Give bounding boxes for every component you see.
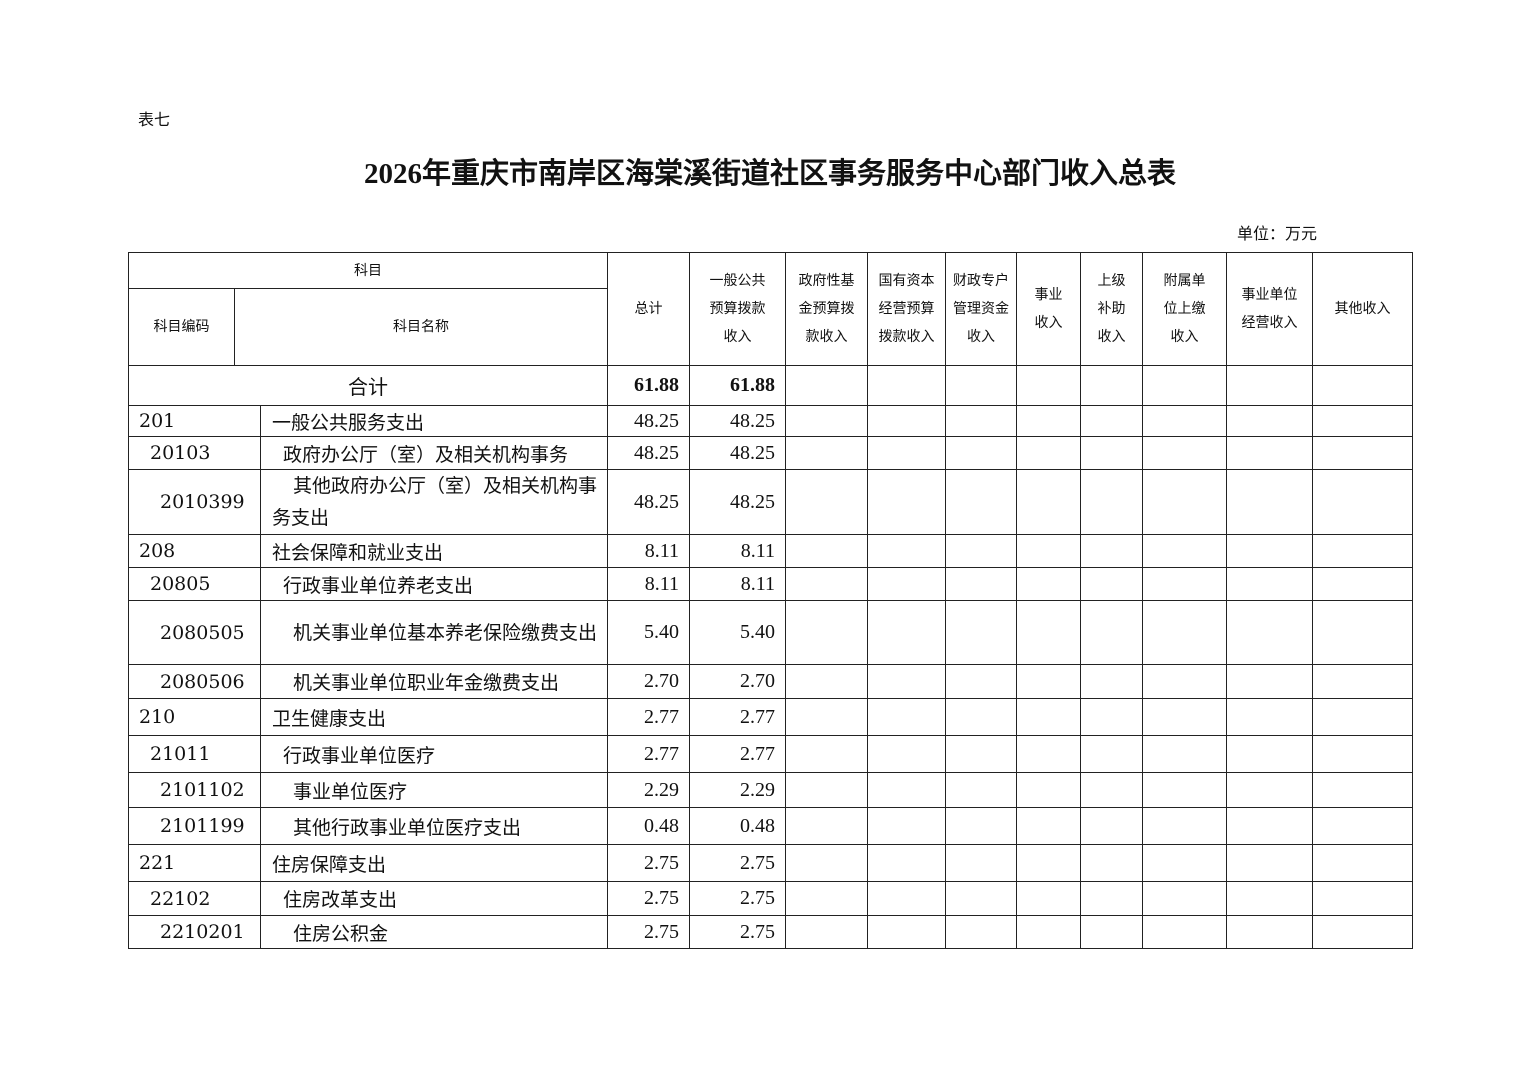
subject-code: 2080506 bbox=[128, 664, 261, 699]
table-row: 2101102 事业单位医疗 2.29 2.29 bbox=[128, 772, 1413, 808]
general-value: 48.25 bbox=[689, 405, 786, 437]
subject-name: 卫生健康支出 bbox=[260, 698, 608, 736]
subject-name: 机关事业单位基本养老保险缴费支出 bbox=[260, 600, 608, 665]
subject-name: 行政事业单位养老支出 bbox=[260, 567, 608, 601]
unit-label: 单位：万元 bbox=[1237, 224, 1318, 243]
total-label: 合计 bbox=[128, 365, 608, 406]
subject-name: 其他行政事业单位医疗支出 bbox=[260, 807, 608, 845]
total-value: 2.77 bbox=[607, 735, 690, 773]
general-value: 48.25 bbox=[689, 469, 786, 535]
header-code: 科目编码 bbox=[128, 288, 235, 366]
subject-code: 208 bbox=[128, 534, 261, 568]
subject-code: 22102 bbox=[128, 881, 261, 916]
total-value: 2.75 bbox=[607, 844, 690, 882]
total-row: 合计 61.88 61.88 bbox=[128, 365, 1413, 406]
table-row: 201 一般公共服务支出 48.25 48.25 bbox=[128, 405, 1413, 437]
general-value: 2.75 bbox=[689, 881, 786, 916]
subject-code: 20103 bbox=[128, 436, 261, 470]
table-row: 221 住房保障支出 2.75 2.75 bbox=[128, 844, 1413, 882]
header-special: 财政专户管理资金收入 bbox=[945, 252, 1017, 366]
subject-name: 一般公共服务支出 bbox=[260, 405, 608, 437]
subject-code: 2101102 bbox=[128, 772, 261, 808]
subject-code: 2101199 bbox=[128, 807, 261, 845]
table-row: 2080506 机关事业单位职业年金缴费支出 2.70 2.70 bbox=[128, 664, 1413, 699]
header-other: 其他收入 bbox=[1312, 252, 1413, 366]
subject-code: 201 bbox=[128, 405, 261, 437]
table-row: 210 卫生健康支出 2.77 2.77 bbox=[128, 698, 1413, 736]
table-row: 2210201 住房公积金 2.75 2.75 bbox=[128, 915, 1413, 949]
total-value: 2.75 bbox=[607, 915, 690, 949]
general-value: 5.40 bbox=[689, 600, 786, 665]
general-value: 48.25 bbox=[689, 436, 786, 470]
table-row: 21011 行政事业单位医疗 2.77 2.77 bbox=[128, 735, 1413, 773]
general-value: 2.77 bbox=[689, 698, 786, 736]
general-value: 2.29 bbox=[689, 772, 786, 808]
data-table: 合计 61.88 61.88 201 一般公共服务支出 48.25 48.25 2010… bbox=[128, 365, 1413, 949]
total-value: 8.11 bbox=[607, 567, 690, 601]
total-value: 48.25 bbox=[607, 469, 690, 535]
total-value: 2.29 bbox=[607, 772, 690, 808]
table-row: 2080505 机关事业单位基本养老保险缴费支出 5.40 5.40 bbox=[128, 600, 1413, 665]
header-table: 科目 总计 一般公共预算拨款收入 政府性基金预算拨款收入 国有资本经营预算拨款收… bbox=[128, 252, 1413, 366]
total-value: 5.40 bbox=[607, 600, 690, 665]
subject-code: 20805 bbox=[128, 567, 261, 601]
subject-name: 机关事业单位职业年金缴费支出 bbox=[260, 664, 608, 699]
table-row: 2101199 其他行政事业单位医疗支出 0.48 0.48 bbox=[128, 807, 1413, 845]
page-title: 2026年重庆市南岸区海棠溪街道社区事务服务中心部门收入总表 bbox=[363, 158, 1176, 190]
total-value: 48.25 bbox=[607, 405, 690, 437]
subject-code: 21011 bbox=[128, 735, 261, 773]
header-superior: 上级补助收入 bbox=[1080, 252, 1143, 366]
general-value: 2.70 bbox=[689, 664, 786, 699]
total-value: 0.48 bbox=[607, 807, 690, 845]
header-affiliated: 附属单位上缴收入 bbox=[1142, 252, 1227, 366]
table-row: 20103 政府办公厅（室）及相关机构事务 48.25 48.25 bbox=[128, 436, 1413, 470]
subject-code: 221 bbox=[128, 844, 261, 882]
general-value: 2.75 bbox=[689, 915, 786, 949]
header-operating: 事业单位经营收入 bbox=[1226, 252, 1313, 366]
total-value: 2.75 bbox=[607, 881, 690, 916]
subject-name: 事业单位医疗 bbox=[260, 772, 608, 808]
header-business: 事业收入 bbox=[1016, 252, 1081, 366]
header-name: 科目名称 bbox=[234, 288, 608, 366]
table-row: 2010399 其他政府办公厅（室）及相关机构事务支出 48.25 48.25 bbox=[128, 469, 1413, 535]
total-value: 2.70 bbox=[607, 664, 690, 699]
general-value: 0.48 bbox=[689, 807, 786, 845]
subject-name: 社会保障和就业支出 bbox=[260, 534, 608, 568]
subject-name: 行政事业单位医疗 bbox=[260, 735, 608, 773]
subject-code: 2080505 bbox=[128, 600, 261, 665]
header-subject: 科目 bbox=[128, 252, 608, 289]
subject-name: 住房改革支出 bbox=[260, 881, 608, 916]
subject-code: 210 bbox=[128, 698, 261, 736]
general-value: 8.11 bbox=[689, 567, 786, 601]
header-fund: 政府性基金预算拨款收入 bbox=[785, 252, 868, 366]
total-value: 48.25 bbox=[607, 436, 690, 470]
header-total: 总计 bbox=[607, 252, 690, 366]
table-row: 20805 行政事业单位养老支出 8.11 8.11 bbox=[128, 567, 1413, 601]
total-value: 8.11 bbox=[607, 534, 690, 568]
subject-name: 政府办公厅（室）及相关机构事务 bbox=[260, 436, 608, 470]
subject-name: 其他政府办公厅（室）及相关机构事务支出 bbox=[260, 469, 608, 535]
subject-name: 住房保障支出 bbox=[260, 844, 608, 882]
subject-name: 住房公积金 bbox=[260, 915, 608, 949]
general-value: 8.11 bbox=[689, 534, 786, 568]
table-row: 208 社会保障和就业支出 8.11 8.11 bbox=[128, 534, 1413, 568]
general-value: 2.75 bbox=[689, 844, 786, 882]
table-row: 22102 住房改革支出 2.75 2.75 bbox=[128, 881, 1413, 916]
subject-code: 2210201 bbox=[128, 915, 261, 949]
general-value: 2.77 bbox=[689, 735, 786, 773]
general-value: 61.88 bbox=[689, 365, 786, 406]
total-value: 61.88 bbox=[607, 365, 690, 406]
header-general: 一般公共预算拨款收入 bbox=[689, 252, 786, 366]
total-value: 2.77 bbox=[607, 698, 690, 736]
table-label: 表七 bbox=[138, 110, 171, 129]
header-state: 国有资本经营预算拨款收入 bbox=[867, 252, 946, 366]
subject-code: 2010399 bbox=[128, 469, 261, 535]
